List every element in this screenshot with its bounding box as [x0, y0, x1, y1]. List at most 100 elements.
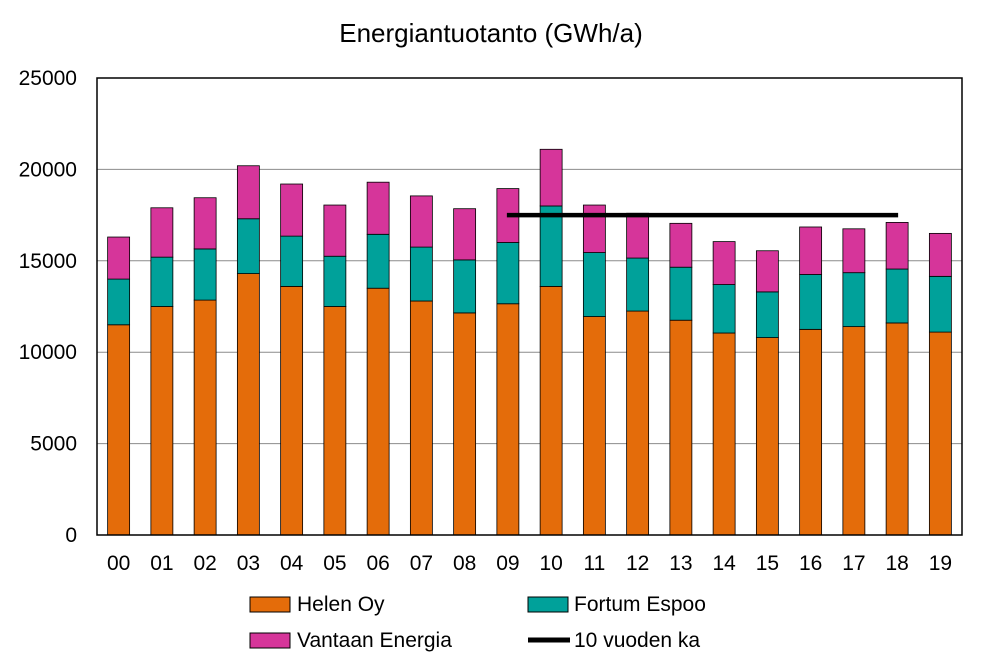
bar-segment	[799, 328, 823, 536]
chart-title: Energiantuotanto (GWh/a)	[339, 18, 643, 48]
bar-segment	[799, 274, 823, 330]
bar-segment	[755, 337, 779, 536]
x-tick-label: 03	[237, 552, 260, 575]
bar-segment	[496, 303, 520, 536]
bar-segment	[280, 183, 304, 237]
plot-area-border	[96, 77, 963, 536]
bar-segment	[755, 250, 779, 293]
x-tick-label: 18	[885, 552, 908, 575]
x-tick-label: 09	[496, 552, 519, 575]
y-tick-label: 10000	[19, 341, 77, 364]
x-tick-label: 16	[799, 552, 822, 575]
y-axis-ticks: 0 5000 10000 15000 20000 25000	[19, 67, 77, 547]
bar-segment	[539, 285, 563, 536]
bar-segment	[928, 275, 952, 333]
x-tick-label: 14	[712, 552, 736, 575]
x-tick-label: 19	[929, 552, 952, 575]
x-tick-label: 02	[193, 552, 216, 575]
bar-segment	[669, 319, 693, 536]
y-tick-label: 0	[65, 524, 77, 547]
y-tick-label: 15000	[19, 250, 77, 273]
bar-segment	[885, 322, 909, 536]
y-tick-label: 20000	[19, 158, 77, 181]
bar-segment	[582, 252, 606, 317]
bar-segment	[409, 246, 433, 302]
x-tick-label: 11	[583, 552, 605, 575]
bar-segment	[496, 242, 520, 305]
bar-segment	[280, 235, 304, 287]
bar-segment	[150, 207, 174, 258]
bar-segment	[366, 287, 390, 536]
x-tick-label: 07	[410, 552, 433, 575]
bar-segment	[885, 268, 909, 324]
bar-segment	[193, 197, 217, 250]
x-tick-label: 05	[323, 552, 346, 575]
bar-segment	[366, 233, 390, 289]
legend-swatch-vantaan-energia	[249, 632, 291, 649]
bar-segment	[626, 310, 650, 536]
bar-segment	[236, 218, 260, 274]
bar-segment	[453, 312, 477, 536]
bar-segment	[323, 255, 347, 307]
x-tick-label: 17	[842, 552, 865, 575]
bar-segment	[799, 226, 823, 275]
bar-segment	[539, 148, 563, 207]
bar-segment	[280, 285, 304, 536]
bar-segment	[366, 181, 390, 235]
bar-segment	[107, 324, 131, 536]
bar-segment	[842, 228, 866, 274]
bar-segment	[150, 306, 174, 536]
x-tick-label: 04	[280, 552, 304, 575]
bar-segment	[842, 272, 866, 328]
x-tick-label: 12	[626, 552, 649, 575]
bars	[107, 148, 952, 536]
bar-segment	[842, 326, 866, 536]
bar-segment	[582, 204, 606, 253]
bar-segment	[193, 248, 217, 301]
bar-segment	[409, 300, 433, 536]
bar-segment	[150, 256, 174, 307]
bar-segment	[626, 257, 650, 312]
bar-segment	[712, 332, 736, 536]
legend-swatch-helen-oy	[249, 596, 291, 613]
legend-label-helen-oy: Helen Oy	[297, 593, 385, 616]
bar-segment	[928, 331, 952, 536]
x-tick-label: 08	[453, 552, 476, 575]
x-tick-label: 06	[366, 552, 389, 575]
x-tick-label: 13	[669, 552, 692, 575]
bar-segment	[409, 195, 433, 248]
x-tick-label: 00	[107, 552, 130, 575]
legend-label-vantaan-energia: Vantaan Energia	[297, 629, 452, 652]
bar-segment	[669, 266, 693, 321]
y-tick-label: 5000	[30, 433, 77, 456]
bar-segment	[323, 306, 347, 536]
x-tick-label: 01	[150, 552, 173, 575]
y-tick-label: 25000	[19, 67, 77, 90]
bar-segment	[236, 273, 260, 536]
x-tick-label: 10	[539, 552, 562, 575]
bar-segment	[539, 205, 563, 287]
bar-segment	[323, 204, 347, 257]
bar-segment	[755, 291, 779, 338]
grid	[97, 168, 962, 445]
bar-segment	[107, 278, 131, 326]
bar-segment	[885, 222, 909, 270]
bar-segment	[582, 316, 606, 536]
bar-segment	[669, 222, 693, 268]
bar-segment	[712, 284, 736, 334]
bar-segment	[928, 232, 952, 277]
bar-segment	[453, 208, 477, 261]
bar-segment	[626, 212, 650, 259]
legend-swatch-fortum-espoo	[527, 596, 569, 613]
bar-segment	[193, 299, 217, 536]
bar-segment	[236, 165, 260, 220]
bar-segment	[107, 236, 131, 280]
legend: Helen Oy Fortum Espoo Vantaan Energia 10…	[249, 593, 706, 652]
bar-segment	[712, 241, 736, 285]
x-tick-label: 15	[756, 552, 779, 575]
legend-label-fortum-espoo: Fortum Espoo	[574, 593, 706, 616]
legend-label-10-vuoden-ka: 10 vuoden ka	[574, 629, 700, 652]
bar-segment	[453, 259, 477, 314]
x-axis-ticks: 00 01 02 03 04 05 06 07 08 09 10 11 12 13 14 15 16 17 18 19	[107, 552, 952, 575]
